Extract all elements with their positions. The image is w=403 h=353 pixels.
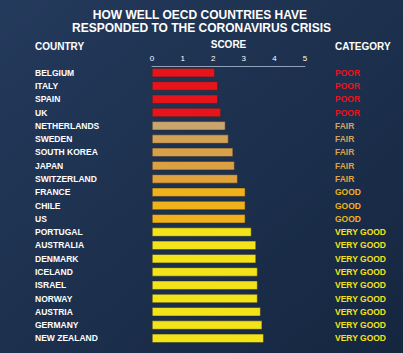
svg-text:POOR: POOR <box>335 81 360 91</box>
svg-text:ICELAND: ICELAND <box>35 267 73 277</box>
svg-text:VERY GOOD: VERY GOOD <box>335 240 386 250</box>
svg-text:DENMARK: DENMARK <box>35 254 79 264</box>
svg-text:VERY GOOD: VERY GOOD <box>335 307 386 317</box>
svg-text:AUSTRIA: AUSTRIA <box>35 307 73 317</box>
svg-text:US: US <box>35 214 47 224</box>
svg-text:NORWAY: NORWAY <box>35 294 73 304</box>
svg-text:NEW ZEALAND: NEW ZEALAND <box>35 333 98 343</box>
svg-text:SPAIN: SPAIN <box>35 94 60 104</box>
svg-text:VERY GOOD: VERY GOOD <box>335 320 386 330</box>
svg-text:CHILE: CHILE <box>35 201 61 211</box>
svg-text:FAIR: FAIR <box>335 161 354 171</box>
svg-text:GERMANY: GERMANY <box>35 320 79 330</box>
svg-text:FAIR: FAIR <box>335 134 354 144</box>
svg-text:ISRAEL: ISRAEL <box>35 280 66 290</box>
svg-text:NETHERLANDS: NETHERLANDS <box>35 121 100 131</box>
svg-text:POOR: POOR <box>335 108 360 118</box>
svg-text:CATEGORY: CATEGORY <box>335 41 391 52</box>
svg-text:SCORE: SCORE <box>211 39 247 50</box>
svg-text:GOOD: GOOD <box>335 187 361 197</box>
svg-text:ITALY: ITALY <box>35 81 58 91</box>
svg-text:SOUTH KOREA: SOUTH KOREA <box>35 147 98 157</box>
svg-text:4: 4 <box>272 54 277 63</box>
svg-text:HOW WELL OECD COUNTRIES HAVE: HOW WELL OECD COUNTRIES HAVE <box>93 8 311 22</box>
svg-text:PORTUGAL: PORTUGAL <box>35 227 83 237</box>
svg-text:FRANCE: FRANCE <box>35 187 71 197</box>
svg-text:3: 3 <box>242 54 247 63</box>
svg-text:JAPAN: JAPAN <box>35 161 63 171</box>
svg-text:5: 5 <box>303 54 308 63</box>
svg-text:VERY GOOD: VERY GOOD <box>335 227 386 237</box>
svg-text:RESPONDED TO THE CORONAVIRUS C: RESPONDED TO THE CORONAVIRUS CRISIS <box>72 21 331 35</box>
svg-text:COUNTRY: COUNTRY <box>35 41 84 52</box>
svg-text:FAIR: FAIR <box>335 174 354 184</box>
svg-text:GOOD: GOOD <box>335 214 361 224</box>
svg-text:VERY GOOD: VERY GOOD <box>335 267 386 277</box>
svg-text:GOOD: GOOD <box>335 201 361 211</box>
svg-text:BELGIUM: BELGIUM <box>35 68 74 78</box>
svg-text:POOR: POOR <box>335 68 360 78</box>
svg-text:FAIR: FAIR <box>335 147 354 157</box>
svg-text:POOR: POOR <box>335 94 360 104</box>
svg-text:0: 0 <box>150 54 155 63</box>
svg-text:VERY GOOD: VERY GOOD <box>335 333 386 343</box>
svg-text:VERY GOOD: VERY GOOD <box>335 280 386 290</box>
svg-text:VERY GOOD: VERY GOOD <box>335 294 386 304</box>
svg-text:SWEDEN: SWEDEN <box>35 134 72 144</box>
svg-text:AUSTRALIA: AUSTRALIA <box>35 240 84 250</box>
svg-text:1: 1 <box>180 54 185 63</box>
svg-text:SWITZERLAND: SWITZERLAND <box>35 174 97 184</box>
svg-text:VERY GOOD: VERY GOOD <box>335 254 386 264</box>
svg-text:FAIR: FAIR <box>335 121 354 131</box>
svg-text:UK: UK <box>35 108 48 118</box>
svg-text:2: 2 <box>211 54 216 63</box>
